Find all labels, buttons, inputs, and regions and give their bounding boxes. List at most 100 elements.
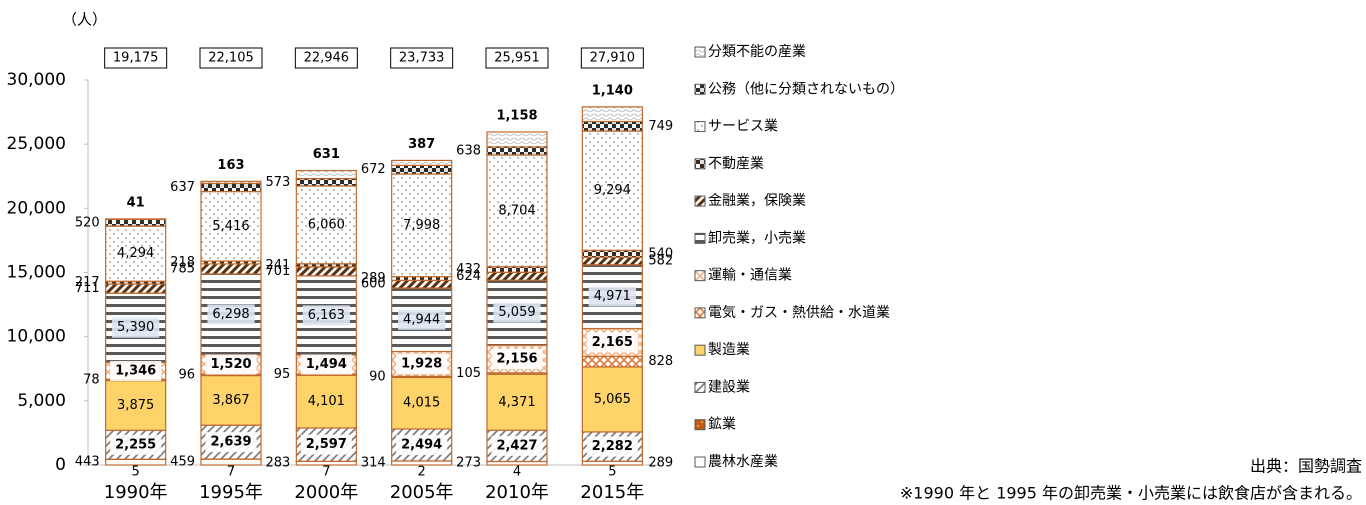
data-label: 443: [75, 455, 100, 470]
legend-swatch: [694, 195, 706, 207]
data-label: 459: [170, 455, 195, 470]
legend-swatch: [694, 158, 706, 170]
data-label: 1,494: [306, 357, 347, 372]
legend-swatch: [694, 419, 706, 431]
bar-segment: [486, 146, 548, 156]
data-label: 4,944: [403, 312, 440, 327]
bar-segment: [105, 218, 167, 221]
bar-segment: [105, 225, 167, 282]
data-label: 638: [456, 143, 481, 158]
bar-segment: [295, 178, 357, 187]
data-label: 7,998: [403, 218, 440, 233]
y-tick-label: 0: [55, 455, 66, 475]
bar-segment: [581, 120, 643, 132]
data-label-bg: [205, 432, 257, 453]
data-label: 4: [513, 465, 521, 480]
data-label: 90: [369, 369, 386, 384]
data-label: 163: [217, 158, 244, 173]
total-label: 25,951: [494, 51, 540, 66]
data-label-bg: [396, 434, 448, 455]
data-label: 4,371: [498, 395, 535, 410]
bar-segment: [391, 159, 453, 166]
bar-segment: [581, 130, 643, 251]
legend-label: 鉱業: [708, 416, 736, 433]
total-box: [104, 47, 168, 69]
legend-swatch: [694, 232, 706, 244]
legend-label: 不動産業: [708, 156, 764, 172]
total-box: [485, 47, 549, 69]
data-label: 2,597: [306, 437, 347, 452]
data-label: 6,060: [308, 217, 345, 232]
bar-segment: [200, 182, 262, 193]
data-label: 78: [83, 373, 100, 388]
data-label: 7: [227, 465, 235, 480]
bar-segment: [581, 256, 643, 266]
x-tick-label: 2005年: [390, 482, 454, 503]
note: ※1990 年と 1995 年の卸売業・小売業には飲食店が含まれる。: [900, 484, 1362, 503]
data-label: 273: [456, 456, 481, 471]
data-label: 2,165: [592, 335, 633, 350]
total-label: 22,105: [208, 51, 254, 66]
data-label: 95: [274, 367, 291, 382]
data-label: 5,416: [212, 219, 249, 234]
data-label-bg: [396, 353, 448, 374]
data-label: 573: [266, 175, 291, 190]
data-label: 105: [456, 366, 481, 381]
data-label: 2,255: [115, 437, 156, 452]
data-label: 6,163: [308, 308, 345, 323]
data-label-bg: [493, 302, 541, 323]
legend-swatch: [694, 46, 706, 58]
legend-label: 製造業: [708, 342, 750, 358]
total-label: 27,910: [590, 51, 636, 66]
total-label: 19,175: [113, 51, 159, 66]
data-label: 241: [266, 258, 291, 273]
legend-swatch: [694, 456, 706, 468]
data-label-bg: [300, 354, 352, 375]
legend-swatch: [694, 121, 706, 133]
bar-segment: [581, 106, 643, 123]
data-label: 8,704: [498, 203, 535, 218]
data-label: 3,867: [212, 393, 249, 408]
bar-segment: [105, 379, 167, 431]
total-box: [580, 47, 644, 69]
data-label-bg: [207, 304, 255, 325]
data-label: 96: [178, 367, 195, 382]
data-label: 2,427: [496, 438, 537, 453]
legend-label: 農林水産業: [708, 454, 778, 470]
data-label-bg: [586, 332, 638, 353]
bar-segment: [200, 180, 262, 185]
data-label: 9,294: [594, 183, 631, 198]
data-label: 289: [361, 271, 386, 286]
data-label: 1,140: [592, 83, 633, 98]
data-label-bg: [110, 360, 162, 381]
data-label: 5,390: [117, 320, 154, 335]
x-tick-label: 2010年: [485, 482, 549, 503]
data-label-bg: [112, 317, 160, 338]
data-label: 283: [266, 456, 291, 471]
data-label: 2,494: [401, 437, 442, 452]
legend-swatch: [694, 381, 706, 393]
bar-segment: [391, 376, 453, 430]
data-label-bg: [491, 435, 543, 456]
y-tick-label: 20,000: [7, 198, 66, 218]
bar-segment: [486, 271, 548, 281]
legend-label: 運輸・通信業: [708, 268, 792, 284]
x-tick-label: 2000年: [294, 482, 358, 503]
legend-swatch: [694, 83, 706, 95]
data-label-bg: [588, 286, 636, 307]
unit-label: （人）: [62, 11, 107, 29]
source: 出典：国勢調査: [1250, 457, 1362, 476]
data-label: 217: [75, 275, 100, 290]
data-label: 1,158: [496, 108, 537, 123]
total-box: [390, 47, 454, 69]
legend-label: サービス業: [708, 119, 778, 135]
x-tick-label: 1995年: [199, 482, 263, 503]
legend-label: 分類不能の産業: [708, 44, 806, 60]
bar-segment: [200, 190, 262, 262]
data-label: 1,346: [115, 363, 156, 378]
legend-label: 建設業: [708, 379, 750, 395]
x-tick-label: 1990年: [104, 482, 168, 503]
data-label: 5: [132, 465, 140, 480]
bar-segment: [581, 355, 643, 368]
